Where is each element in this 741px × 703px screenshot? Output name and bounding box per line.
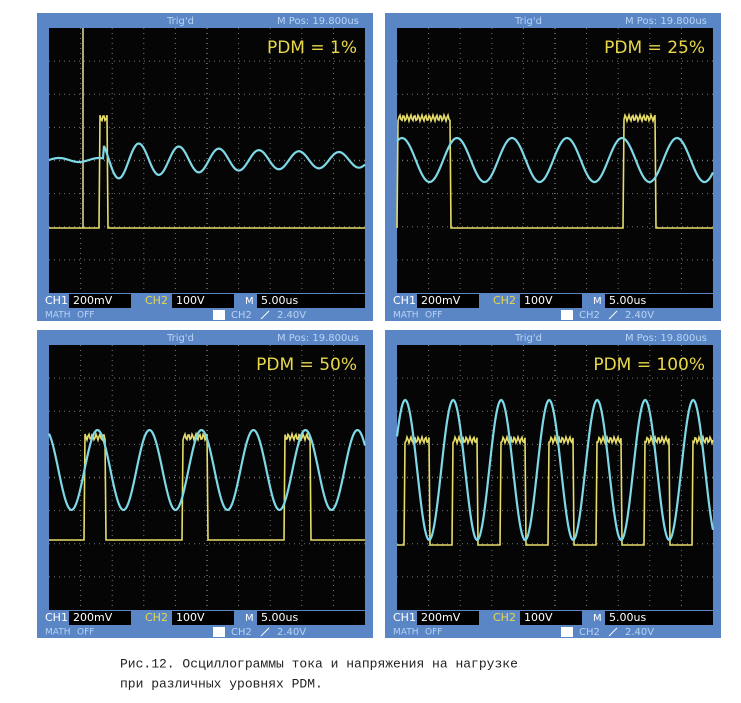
timebase-marker: M: [245, 613, 254, 624]
ch1-scale: 200mV: [73, 294, 113, 307]
trig-level: 2.40V: [625, 310, 654, 321]
pdm-label: PDM = 1%: [267, 38, 357, 58]
math-state: OFF: [77, 311, 94, 321]
timebase: 5.00us: [609, 294, 646, 307]
current-trace: [396, 136, 714, 184]
ch2-scale: 100V: [176, 294, 205, 307]
timebase-marker: M: [593, 613, 602, 624]
math-state: OFF: [77, 628, 94, 638]
value-box: [605, 611, 713, 625]
m-pos: M Pos: 19.800us: [277, 16, 359, 27]
ch1: CH1: [393, 611, 416, 624]
trig-level: 2.40V: [625, 627, 654, 638]
trig-box: [213, 310, 225, 320]
trig-level: 2.40V: [277, 310, 306, 321]
value-box: [172, 611, 234, 625]
math: MATH: [393, 628, 419, 638]
voltage-trace: [49, 431, 365, 541]
scope-panel: PDM = 100% Trig'd M Pos: 19.800us CH1 200mV C…: [385, 330, 721, 638]
voltage-trace: [49, 114, 365, 229]
pdm-label: PDM = 25%: [604, 38, 705, 58]
scope-panel: PDM = 1% Trig'd M Pos: 19.800us CH1 200mV CH2…: [37, 13, 373, 321]
current-trace: [395, 398, 715, 542]
value-box: [69, 294, 131, 308]
trig-level: 2.40V: [277, 627, 306, 638]
value-box: [257, 611, 365, 625]
trig-source: CH2: [579, 310, 600, 321]
ch1-scale: 200mV: [421, 294, 461, 307]
value-box: [417, 611, 479, 625]
timebase: 5.00us: [261, 611, 298, 624]
trig-source: CH2: [579, 627, 600, 638]
value-box: [417, 294, 479, 308]
value-box: [520, 611, 582, 625]
ch2: CH2: [145, 294, 168, 307]
m-pos: M Pos: 19.800us: [277, 333, 359, 344]
ch2: CH2: [493, 611, 516, 624]
m-pos: M Pos: 19.800us: [625, 333, 707, 344]
trig-source: CH2: [231, 627, 252, 638]
ch2-scale: 100V: [524, 294, 553, 307]
trig-status: Trig'd: [166, 16, 194, 27]
ch2-scale: 100V: [176, 611, 205, 624]
current-trace: [48, 142, 366, 180]
trig-slope: [608, 627, 618, 637]
timebase: 5.00us: [261, 294, 298, 307]
pdm-label: PDM = 100%: [593, 355, 705, 375]
trig-box: [213, 627, 225, 637]
voltage-trace: [397, 434, 714, 546]
value-box: [257, 294, 365, 308]
trig-box: [561, 310, 573, 320]
timebase-marker: M: [593, 296, 602, 307]
trig-source: CH2: [231, 310, 252, 321]
trig-box: [561, 627, 573, 637]
trig-status: Trig'd: [514, 333, 542, 344]
ch1-scale: 200mV: [73, 611, 113, 624]
ch1-scale: 200mV: [421, 611, 461, 624]
math-state: OFF: [425, 311, 442, 321]
value-box: [605, 294, 713, 308]
trig-slope: [608, 310, 618, 320]
current-trace: [47, 428, 367, 512]
trig-slope: [260, 627, 270, 637]
voltage-trace: [396, 112, 713, 229]
math: MATH: [45, 628, 71, 638]
value-box: [520, 294, 582, 308]
caption-line: при различных уровнях PDM.: [120, 676, 323, 691]
scope-panel: PDM = 50% Trig'd M Pos: 19.800us CH1 200mV CH…: [37, 330, 373, 638]
ch2: CH2: [145, 611, 168, 624]
trig-status: Trig'd: [166, 333, 194, 344]
timebase-marker: M: [245, 296, 254, 307]
scope-panel: PDM = 25% Trig'd M Pos: 19.800us CH1 200mV CH…: [385, 13, 721, 321]
math: MATH: [393, 311, 419, 321]
timebase: 5.00us: [609, 611, 646, 624]
math-state: OFF: [425, 628, 442, 638]
math: MATH: [45, 311, 71, 321]
ch1: CH1: [393, 294, 416, 307]
trig-slope: [260, 310, 270, 320]
ch2: CH2: [493, 294, 516, 307]
ch2-scale: 100V: [524, 611, 553, 624]
ch1: CH1: [45, 294, 68, 307]
caption-line: Рис.12. Осциллограммы тока и напряжения …: [120, 656, 518, 671]
ch1: CH1: [45, 611, 68, 624]
pdm-label: PDM = 50%: [256, 355, 357, 375]
trig-status: Trig'd: [514, 16, 542, 27]
value-box: [172, 294, 234, 308]
value-box: [69, 611, 131, 625]
m-pos: M Pos: 19.800us: [625, 16, 707, 27]
